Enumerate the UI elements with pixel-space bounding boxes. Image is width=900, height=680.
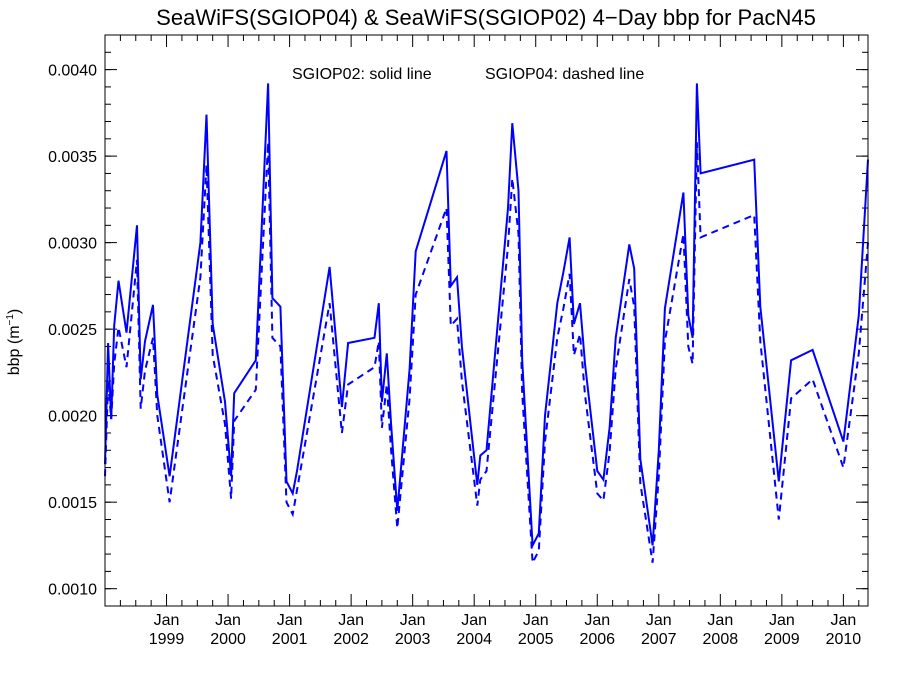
y-tick-label: 0.0040 [48,63,97,80]
x-tick-year-label: 1999 [149,631,185,648]
y-axis-label-close: ) [6,309,23,314]
series-lines [104,83,869,567]
x-tick-month-label: Jan [277,612,303,629]
x-tick-year-label: 2010 [826,631,862,648]
plot-area-frame [104,34,869,607]
x-tick-month-label: Jan [769,612,795,629]
x-tick-year-label: 2002 [333,631,369,648]
chart-title: SeaWiFS(SGIOP04) & SeaWiFS(SGIOP02) 4−Da… [156,5,816,30]
x-tick-year-label: 2009 [764,631,800,648]
x-tick-month-label: Jan [523,612,549,629]
x-tick-month-label: Jan [400,612,426,629]
x-tick-month-label: Jan [338,612,364,629]
y-tick-label: 0.0020 [48,409,97,426]
x-tick-month-label: Jan [830,612,856,629]
y-tick-label: 0.0025 [48,322,97,339]
axis-tick-labels: 0.0010 0.0015 0.0020 0.0025 0.0030 0.0035 0.00… [48,63,861,648]
x-tick-month-label: Jan [154,612,180,629]
x-tick-year-label: 2000 [210,631,246,648]
x-tick-month-label: Jan [707,612,733,629]
axis-ticks [105,34,868,607]
x-tick-year-label: 2008 [703,631,739,648]
y-tick-label: 0.0035 [48,149,97,166]
x-tick-month-label: Jan [646,612,672,629]
x-tick-month-label: Jan [215,612,241,629]
x-tick-year-label: 2005 [518,631,554,648]
x-tick-month-label: Jan [584,612,610,629]
y-axis-label-exponent: −1 [5,314,16,326]
y-axis-label: bbp (m−1) [5,309,23,376]
x-tick-year-label: 2001 [272,631,308,648]
legend-dashed-annotation: SGIOP04: dashed line [485,66,644,83]
x-tick-year-label: 2004 [456,631,492,648]
y-tick-label: 0.0015 [48,495,97,512]
y-axis-label-main: bbp (m [6,325,23,375]
y-tick-label: 0.0030 [48,236,97,253]
x-tick-year-label: 2006 [579,631,615,648]
x-tick-year-label: 2007 [641,631,677,648]
x-tick-month-label: Jan [461,612,487,629]
x-tick-year-label: 2003 [395,631,431,648]
y-tick-label: 0.0010 [48,582,97,599]
legend-solid-annotation: SGIOP02: solid line [292,66,432,83]
series-sgiop04-dashed-line [104,142,869,567]
svg-text:bbp (m−1): bbp (m−1) [5,309,23,376]
series-sgiop02-solid-line [104,83,869,550]
